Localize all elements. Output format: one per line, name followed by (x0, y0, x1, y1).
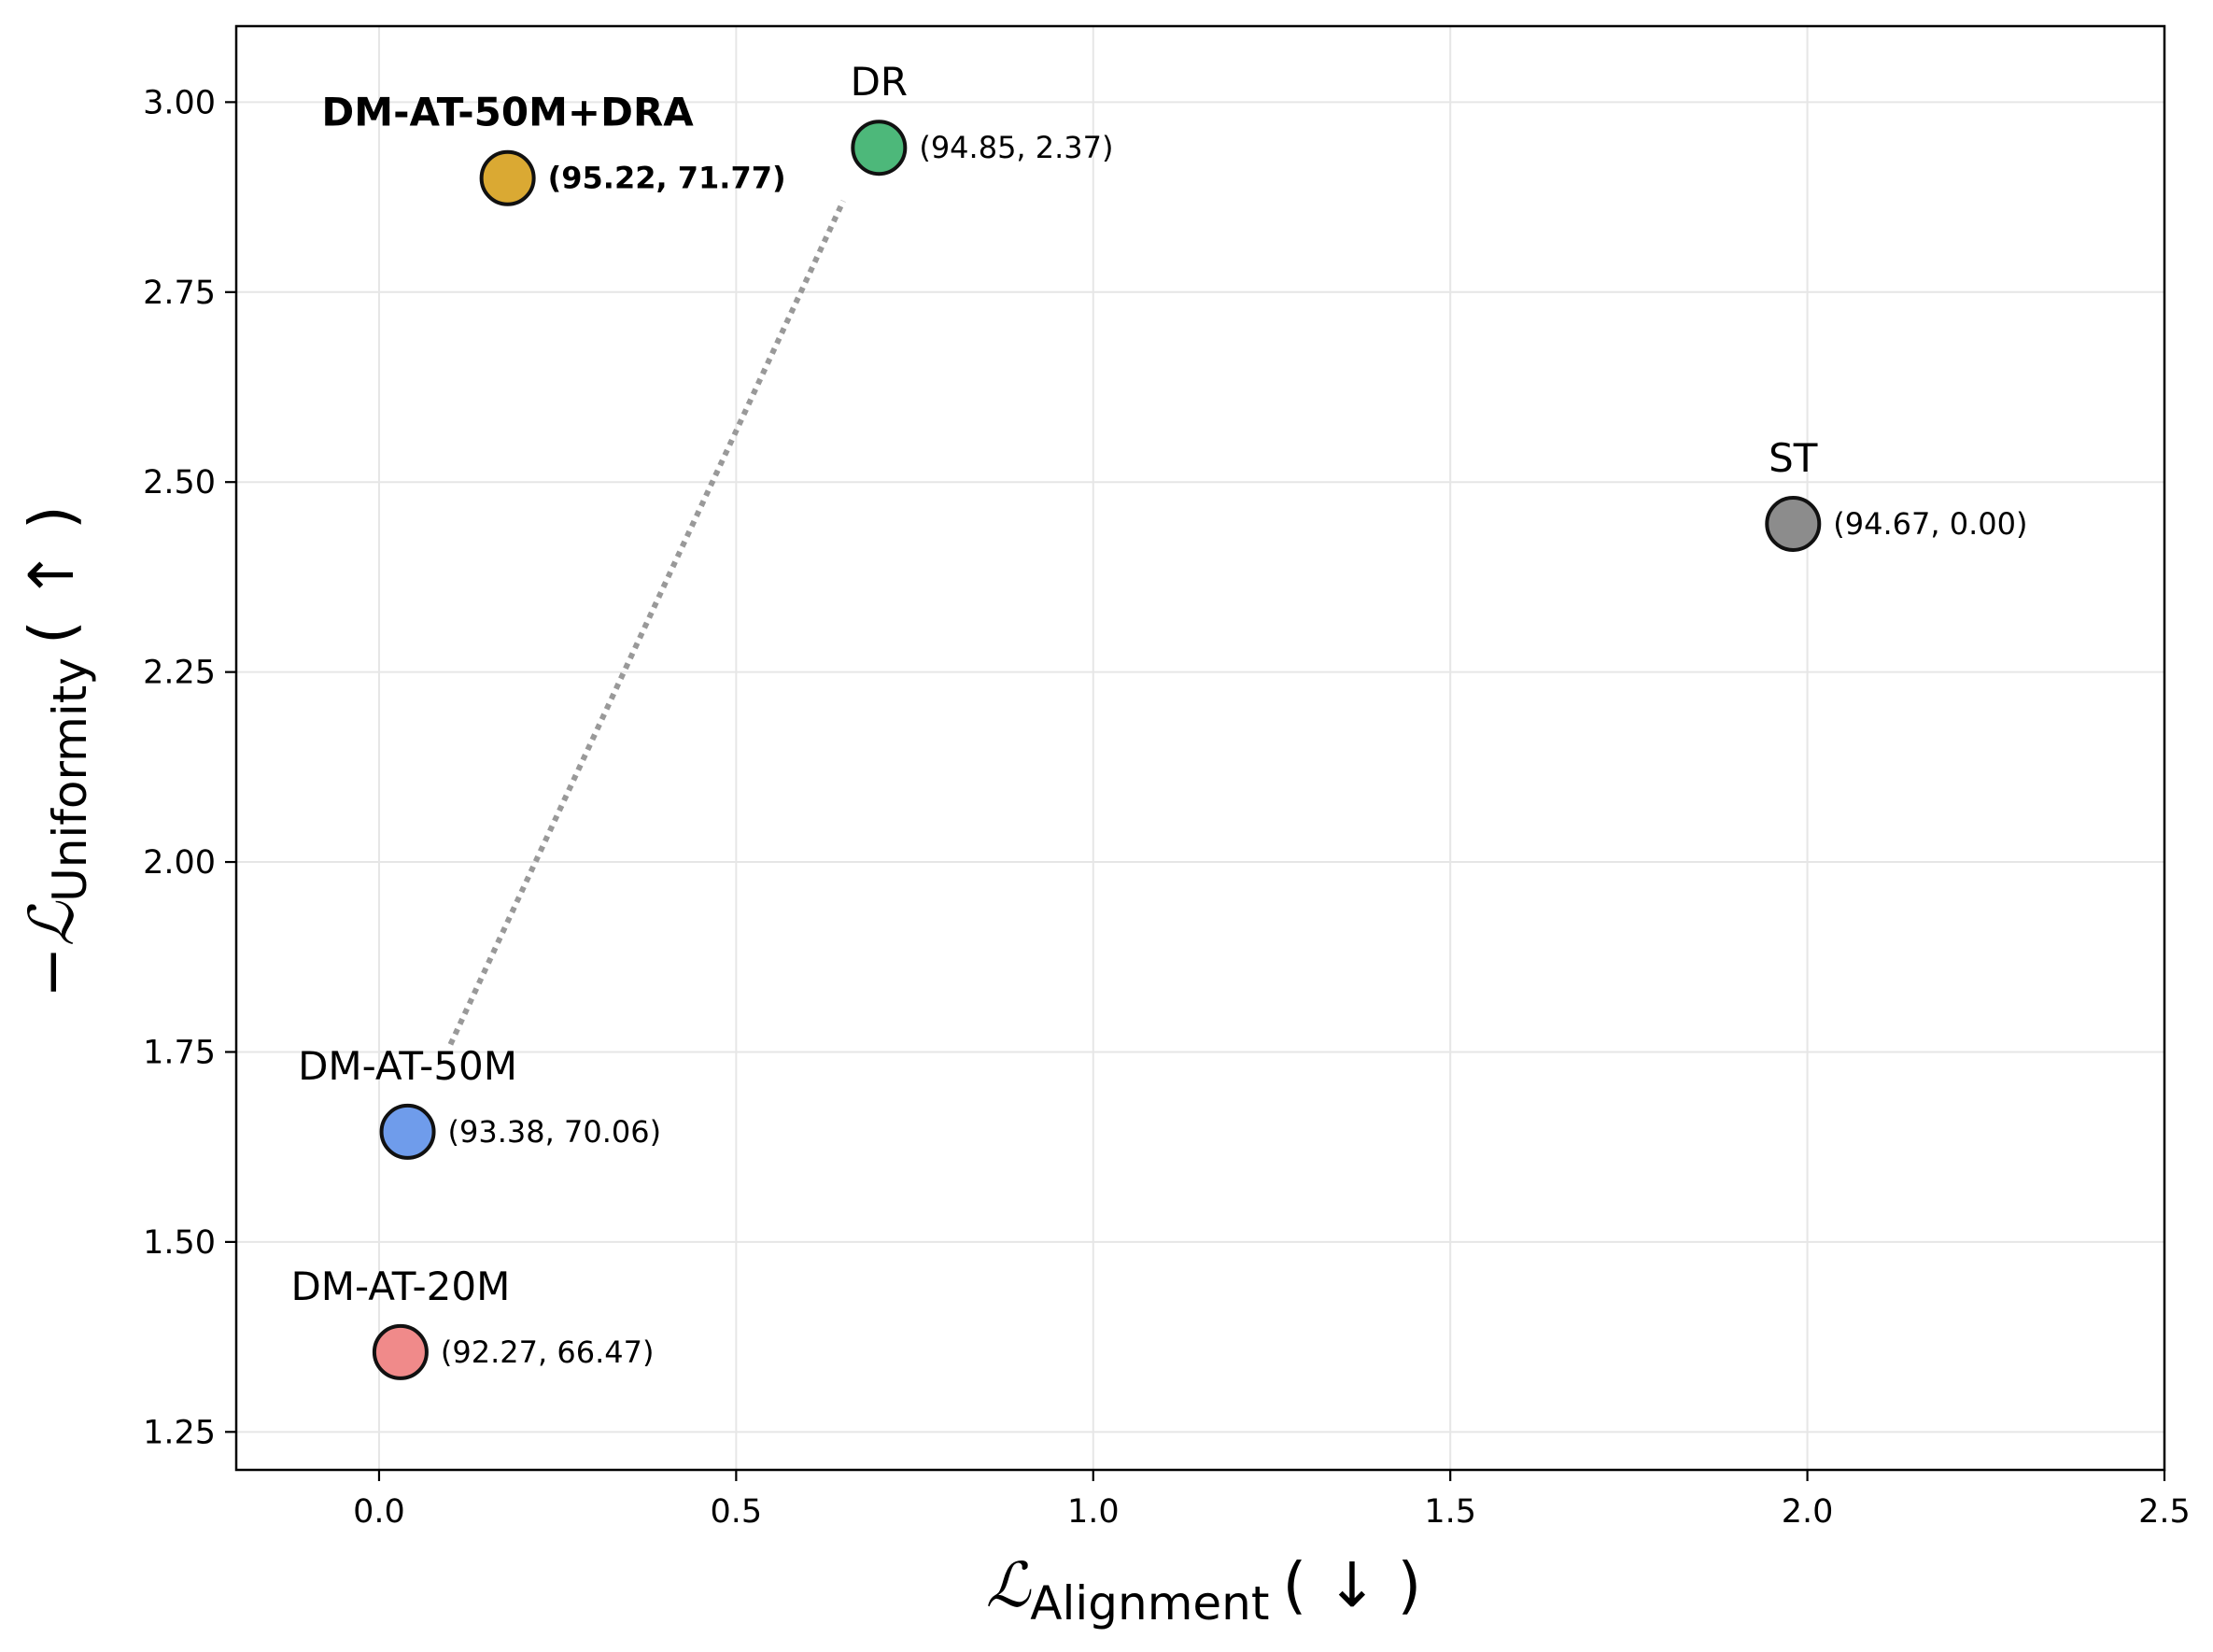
y-axis-ticks: 1.25 1.50 1.75 2.00 2.25 2.50 2.75 3.00 (143, 84, 236, 1451)
x-tick-label: 0.5 (711, 1493, 763, 1531)
point-dm-at-20m-annotation: (92.27, 66.47) (441, 1334, 655, 1370)
point-dm-at-20m-name: DM-AT-20M (290, 1264, 510, 1309)
y-tick-label: 2.00 (143, 844, 216, 882)
connector-layer (447, 199, 846, 1046)
y-tick-label: 1.75 (143, 1034, 216, 1071)
x-axis-ticks: 0.0 0.5 1.0 1.5 2.0 2.5 (353, 1470, 2191, 1531)
x-tick-label: 0.0 (353, 1493, 405, 1531)
y-tick-label: 1.25 (143, 1414, 216, 1451)
data-points: DM-AT-50M+DRA (95.22, 71.77) DR (94.85, 2.3… (290, 59, 2027, 1380)
point-st-name: ST (1769, 435, 1818, 481)
point-dm-at-50m-annotation: (93.38, 70.06) (448, 1114, 662, 1150)
point-dr-annotation: (94.85, 2.37) (919, 130, 1113, 165)
dotted-connector-line (447, 199, 846, 1046)
x-tick-label: 1.0 (1067, 1493, 1120, 1531)
point-dm-at-50m-dra-marker (479, 149, 536, 206)
y-axis-label: −ℒUniformity ( ↑ ) (16, 505, 97, 997)
y-tick-label: 2.25 (143, 655, 216, 692)
y-tick-label: 1.50 (143, 1224, 216, 1262)
point-st-annotation: (94.67, 0.00) (1833, 506, 2027, 542)
point-dr-marker (851, 120, 908, 176)
y-axis-label-subscript: Uniformity (43, 657, 97, 902)
y-tick-label: 3.00 (143, 84, 216, 121)
y-axis-label-prefix: − (16, 946, 88, 997)
x-axis-label-symbol: ℒ (986, 1549, 1032, 1621)
point-dm-at-50m-name: DM-AT-50M (298, 1043, 517, 1089)
point-dm-at-50m-dra-annotation: (95.22, 71.77) (548, 161, 786, 196)
y-tick-label: 2.50 (143, 464, 216, 501)
point-dm-at-20m-marker (372, 1323, 429, 1380)
x-tick-label: 2.5 (2138, 1493, 2191, 1531)
plot-frame (234, 24, 2166, 1472)
x-axis-label-arrow: ( ↓ ) (1282, 1549, 1421, 1621)
x-axis-label-subscript: Alignment (1030, 1576, 1269, 1631)
x-tick-label: 1.5 (1424, 1493, 1476, 1531)
point-dm-at-50m-dra-name: DM-AT-50M+DRA (321, 90, 694, 135)
x-tick-label: 2.0 (1782, 1493, 1834, 1531)
x-axis-label: ℒAlignment( ↓ ) (986, 1549, 1422, 1631)
point-st-marker (1765, 495, 1822, 552)
y-axis-label-arrow: ( ↑ ) (16, 505, 88, 644)
y-axis-label-symbol: ℒ (16, 900, 88, 946)
point-dr-name: DR (851, 59, 909, 105)
point-dm-at-50m-marker (379, 1103, 436, 1160)
y-tick-label: 2.75 (143, 275, 216, 312)
